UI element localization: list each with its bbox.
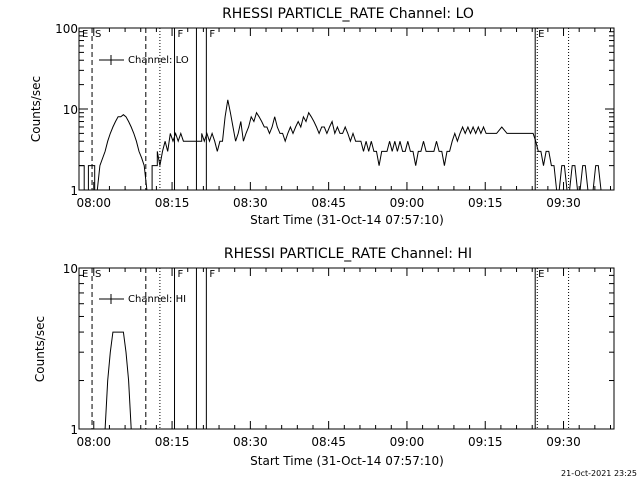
plot-frame [78, 27, 615, 191]
x-tick-label: 09:00 [390, 196, 425, 210]
x-tick-label: 08:45 [311, 196, 346, 210]
x-axis-label: Start Time (31-Oct-14 07:57:10) [250, 213, 444, 227]
x-tick-label: 08:30 [233, 196, 268, 210]
event-marker-label: F [209, 29, 215, 40]
event-marker-label: E [538, 29, 544, 40]
y-axis-label: Counts/sec [29, 76, 43, 142]
chart-title: RHESSI PARTICLE_RATE Channel: LO [222, 6, 474, 22]
y-tick-label: 1 [70, 423, 78, 437]
y-tick-label: 10 [63, 262, 78, 276]
y-ticks: 1 10 100 [55, 22, 614, 198]
plot-frame [78, 267, 615, 430]
x-ticks: 08:00 08:15 08:30 08:45 09:00 09:15 09:30 [76, 268, 612, 449]
footer-timestamp: 21-Oct-2021 23:25 [561, 469, 637, 478]
series-line [104, 331, 132, 430]
x-tick-label: 09:00 [390, 435, 425, 449]
series-line [79, 99, 602, 191]
x-tick-label: 09:30 [546, 196, 581, 210]
legend-label: Channel: LO [128, 55, 189, 66]
x-tick-label: 08:15 [155, 435, 190, 449]
x-ticks: 08:00 08:15 08:30 08:45 09:00 09:15 09:30 [76, 28, 612, 210]
x-tick-label: 09:30 [546, 435, 581, 449]
x-tick-label: 09:15 [468, 196, 503, 210]
x-tick-label: 08:30 [233, 435, 268, 449]
event-marker-label: S [95, 269, 101, 280]
legend-label: Channel: HI [128, 294, 186, 305]
y-tick-label: 100 [55, 22, 78, 36]
event-marker-label: F [178, 269, 184, 280]
legend: Channel: HI [99, 294, 186, 305]
x-tick-label: 08:45 [311, 435, 346, 449]
y-ticks: 1 10 [63, 262, 614, 437]
x-tick-label: 08:00 [76, 196, 111, 210]
event-marker-label: S [95, 29, 101, 40]
y-tick-label: 1 [70, 184, 78, 198]
event-marker-label: F [209, 269, 215, 280]
x-axis-label: Start Time (31-Oct-14 07:57:10) [250, 454, 444, 468]
x-tick-label: 08:15 [155, 196, 190, 210]
legend: Channel: LO [99, 55, 189, 66]
y-axis-label: Counts/sec [33, 316, 47, 382]
event-marker-label: E [538, 269, 544, 280]
x-tick-label: 08:00 [76, 435, 111, 449]
y-tick-label: 10 [63, 103, 78, 117]
event-marker-label: F [178, 29, 184, 40]
event-marker-label: E [82, 269, 88, 280]
event-marker-label: E [82, 29, 88, 40]
chart-title: RHESSI PARTICLE_RATE Channel: HI [224, 246, 472, 262]
x-tick-label: 09:15 [468, 435, 503, 449]
